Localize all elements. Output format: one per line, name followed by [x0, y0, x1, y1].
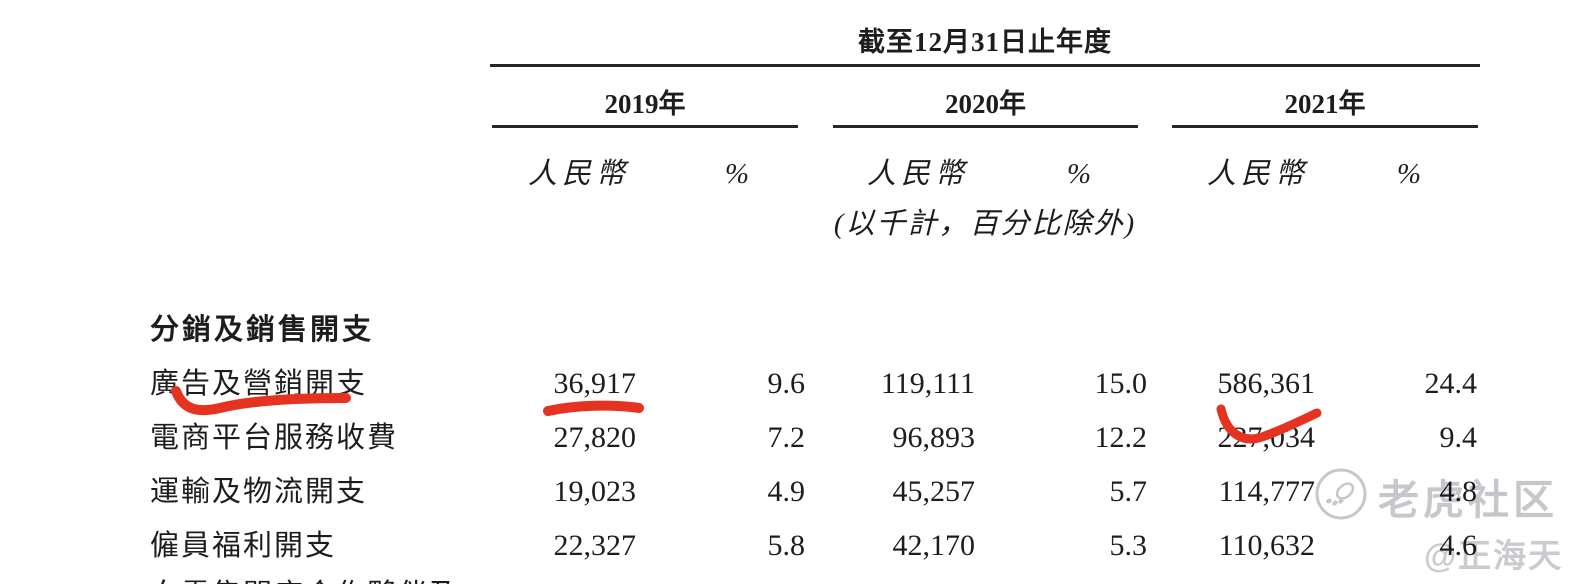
- col-header-rmb-2019: 人民幣: [527, 158, 630, 190]
- table-row: 廣告及營銷開支 36,917 9.6 119,111 15.0 586,361 …: [150, 360, 1477, 402]
- col-header-pct-2019: %: [724, 158, 749, 190]
- cell-2021-rmb: 114,777: [1218, 475, 1315, 508]
- cell-2021-pct: 9.4: [1439, 421, 1478, 454]
- red-underline-2019-value: [543, 400, 644, 416]
- table-row-clipped: 向零售開店合作夥伴及: [150, 571, 1477, 584]
- col-header-pct-2020: %: [1066, 158, 1091, 190]
- units-note: (以千計，百分比除外): [833, 208, 1137, 240]
- cell-2019-rmb: 19,023: [553, 475, 637, 508]
- year-label: 2020年: [945, 89, 1026, 119]
- cell-2021-rmb: 227,034: [1217, 421, 1316, 454]
- year-label: 2021年: [1284, 89, 1366, 119]
- cell-2020-pct: 12.2: [1094, 421, 1148, 454]
- table-row: 電商平台服務收費 27,820 7.2 96,893 12.2 227,034 …: [150, 414, 1477, 456]
- cell-2019-rmb: 36,917: [553, 367, 637, 400]
- year-header-2021: 2021年: [1172, 82, 1478, 128]
- cell-2021-pct: 4.6: [1439, 529, 1478, 562]
- cell-2020-rmb: 45,257: [892, 475, 976, 508]
- cell-2020-rmb: 96,893: [892, 421, 976, 454]
- cell-2020-pct: 5.3: [1109, 529, 1148, 562]
- row-label: 運輸及物流開支: [150, 476, 368, 508]
- cell-2020-pct: 5.7: [1109, 475, 1148, 508]
- cell-2019-pct: 5.8: [767, 529, 806, 562]
- cell-2020-rmb: 42,170: [892, 529, 976, 562]
- section-header: 分銷及銷售開支: [150, 314, 375, 346]
- cell-2021-rmb: 110,632: [1218, 529, 1315, 562]
- row-label: 廣告及營銷開支: [150, 368, 368, 400]
- table-row: 僱員福利開支 22,327 5.8 42,170 5.3 110,632 4.6: [150, 522, 1477, 564]
- cell-2019-rmb: 22,327: [553, 529, 637, 562]
- row-label: 僱員福利開支: [150, 530, 337, 562]
- cell-2019-pct: 7.2: [767, 421, 806, 454]
- year-header-2019: 2019年: [492, 82, 798, 128]
- col-header-rmb-2021: 人民幣: [1206, 158, 1309, 190]
- col-header-rmb-2020: 人民幣: [866, 158, 969, 190]
- cell-2021-pct: 4.8: [1439, 475, 1478, 508]
- cell-2021-rmb: 586,361: [1217, 367, 1316, 400]
- cell-2019-pct: 4.9: [767, 475, 806, 508]
- cell-2020-rmb: 119,111: [880, 367, 975, 400]
- column-subheaders: 人民幣 % 人民幣 % 人民幣 %: [150, 150, 1477, 192]
- col-header-pct-2021: %: [1396, 158, 1421, 190]
- year-label: 2019年: [604, 89, 686, 119]
- table-row: 運輸及物流開支 19,023 4.9 45,257 5.7 114,777 4.…: [150, 468, 1477, 510]
- row-label: 向零售開店合作夥伴及: [150, 571, 490, 584]
- table-title: 截至12月31日止年度: [858, 27, 1112, 57]
- cell-2020-pct: 15.0: [1094, 367, 1148, 400]
- cell-2019-rmb: 27,820: [553, 421, 637, 454]
- cell-2019-pct: 9.6: [767, 367, 806, 400]
- row-label: 電商平台服務收費: [150, 422, 399, 454]
- header-rule: [490, 64, 1480, 67]
- year-header-2020: 2020年: [833, 82, 1138, 128]
- cell-2021-pct: 24.4: [1424, 367, 1478, 400]
